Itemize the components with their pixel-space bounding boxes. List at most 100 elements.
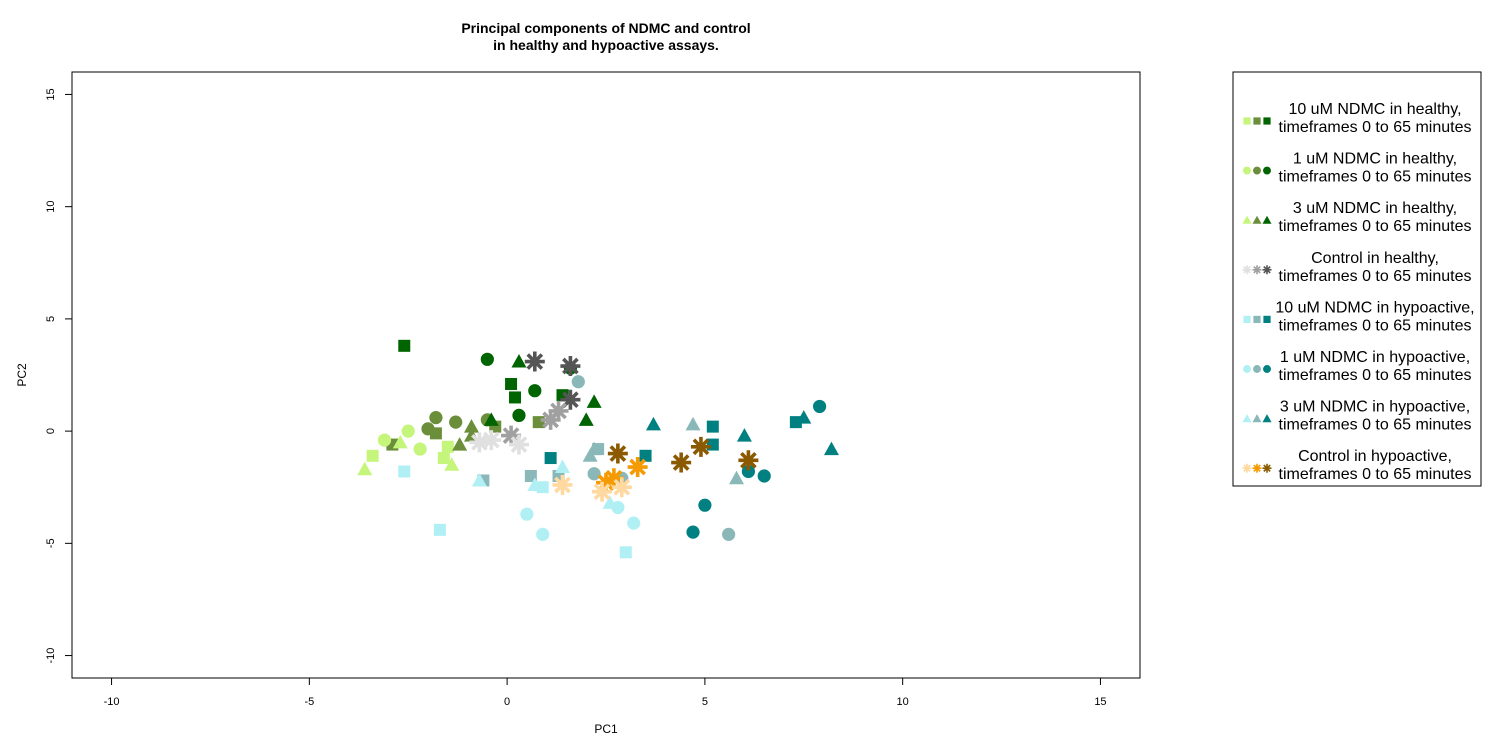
data-point [586,394,602,408]
y-tick-label: 0 [45,428,57,434]
legend-symbol [1263,315,1271,323]
legend-symbol [1262,463,1272,473]
data-point [401,424,415,438]
legend-box [1232,71,1482,487]
data-point [560,356,581,377]
data-point [357,461,373,476]
legend-symbol [1263,166,1271,175]
data-point [464,419,480,433]
y-axis: -10 -5 0 5 10 15 [45,88,73,664]
data-point [480,352,494,366]
legend-symbol [1262,414,1272,423]
data-point [501,425,522,446]
data-point [452,437,468,451]
x-axis: -10 -5 0 5 10 15 [104,677,1107,708]
legend-symbol [1252,414,1262,423]
data-point [813,399,827,414]
data-point [520,507,534,521]
data-point [639,449,652,462]
data-point [524,470,537,482]
data-point [578,412,594,426]
legend-label: timeframes 0 to 65 minutes [1279,317,1472,334]
y-tick-label: 5 [45,316,57,322]
legend-entry: 1 uM NDMC in hypoactive,timeframes 0 to … [1243,349,1471,384]
legend-symbol [1253,365,1261,373]
legend-symbol [1253,117,1261,125]
data-points [357,339,839,559]
data-point [469,432,490,453]
data-point [444,457,460,471]
data-point [536,527,550,541]
legend-symbol [1263,117,1271,125]
legend-symbol [1262,215,1272,224]
y-axis-label: PC2 [15,363,29,387]
x-tick-label: 0 [504,696,510,708]
data-point [736,428,752,442]
legend-label: timeframes 0 to 65 minutes [1279,367,1472,384]
data-point [544,452,557,465]
data-point [587,467,601,481]
legend: 10 uM NDMC in healthy, timeframes 0 to 65… [1232,71,1482,487]
data-point [398,339,411,352]
data-point [619,546,632,559]
legend-entry: 3 uM NDMC in healthy,timeframes 0 to 65 … [1242,200,1471,235]
series-3 [357,354,602,476]
legend-label: Control in healthy, [1311,250,1439,267]
data-point [528,384,542,398]
legend-symbol [1253,166,1261,175]
legend-label: timeframes 0 to 65 minutes [1279,169,1472,186]
data-point [582,448,598,462]
data-point [481,430,502,451]
data-point [686,525,700,539]
legend-entry: 1 uM NDMC in healthy,timeframes 0 to 65 … [1243,151,1471,186]
data-point [437,452,450,465]
y-tick-label: 15 [45,88,57,100]
legend-label: 1 uM NDMC in healthy, [1293,151,1457,168]
data-point [398,465,411,478]
legend-label: 10 uM NDMC in hypoactive, [1275,299,1474,316]
legend-label: 10 uM NDMC in healthy, [1288,101,1461,118]
legend-symbol [1242,265,1252,275]
data-point [741,464,756,479]
series-1 [366,339,569,465]
legend-symbol [1252,215,1262,224]
data-point [429,411,443,425]
legend-entry: Control in healthy,timeframes 0 to 65 mi… [1242,250,1471,285]
data-point [441,440,454,453]
y-tick-label: 10 [45,201,57,213]
data-point [471,472,487,487]
legend-entry: 10 uM NDMC in healthy,timeframes 0 to 65… [1243,101,1471,136]
data-point [560,389,581,410]
legend-symbol [1243,117,1251,125]
chart-title-line-2: in healthy and hypoactive assays. [493,37,719,53]
data-point [823,441,839,456]
x-tick-label: 10 [897,696,909,708]
data-point [540,409,561,430]
data-point [603,468,624,489]
data-point [377,433,392,447]
data-point [413,442,427,456]
y-tick-label: -10 [45,648,57,664]
data-point [645,416,661,431]
data-point [512,408,526,422]
chart-title-line-1: Principal components of NDMC and control [461,20,750,36]
legend-symbol [1252,463,1262,473]
legend-symbol [1252,265,1262,275]
x-axis-label: PC1 [594,722,618,736]
data-point [690,436,711,457]
legend-symbol [1253,315,1261,323]
legend-symbol [1262,265,1272,275]
data-point [722,527,736,541]
series-4 [469,351,581,455]
data-point [527,477,543,491]
data-point [698,498,712,512]
data-point [449,415,463,429]
legend-entry: Control in hypoactive,timeframes 0 to 65… [1242,448,1471,483]
legend-label: timeframes 0 to 65 minutes [1279,417,1472,434]
legend-label: 3 uM NDMC in healthy, [1293,200,1457,217]
data-point [433,523,446,536]
legend-symbol [1242,215,1252,224]
data-point [505,377,518,390]
data-point [671,452,692,473]
